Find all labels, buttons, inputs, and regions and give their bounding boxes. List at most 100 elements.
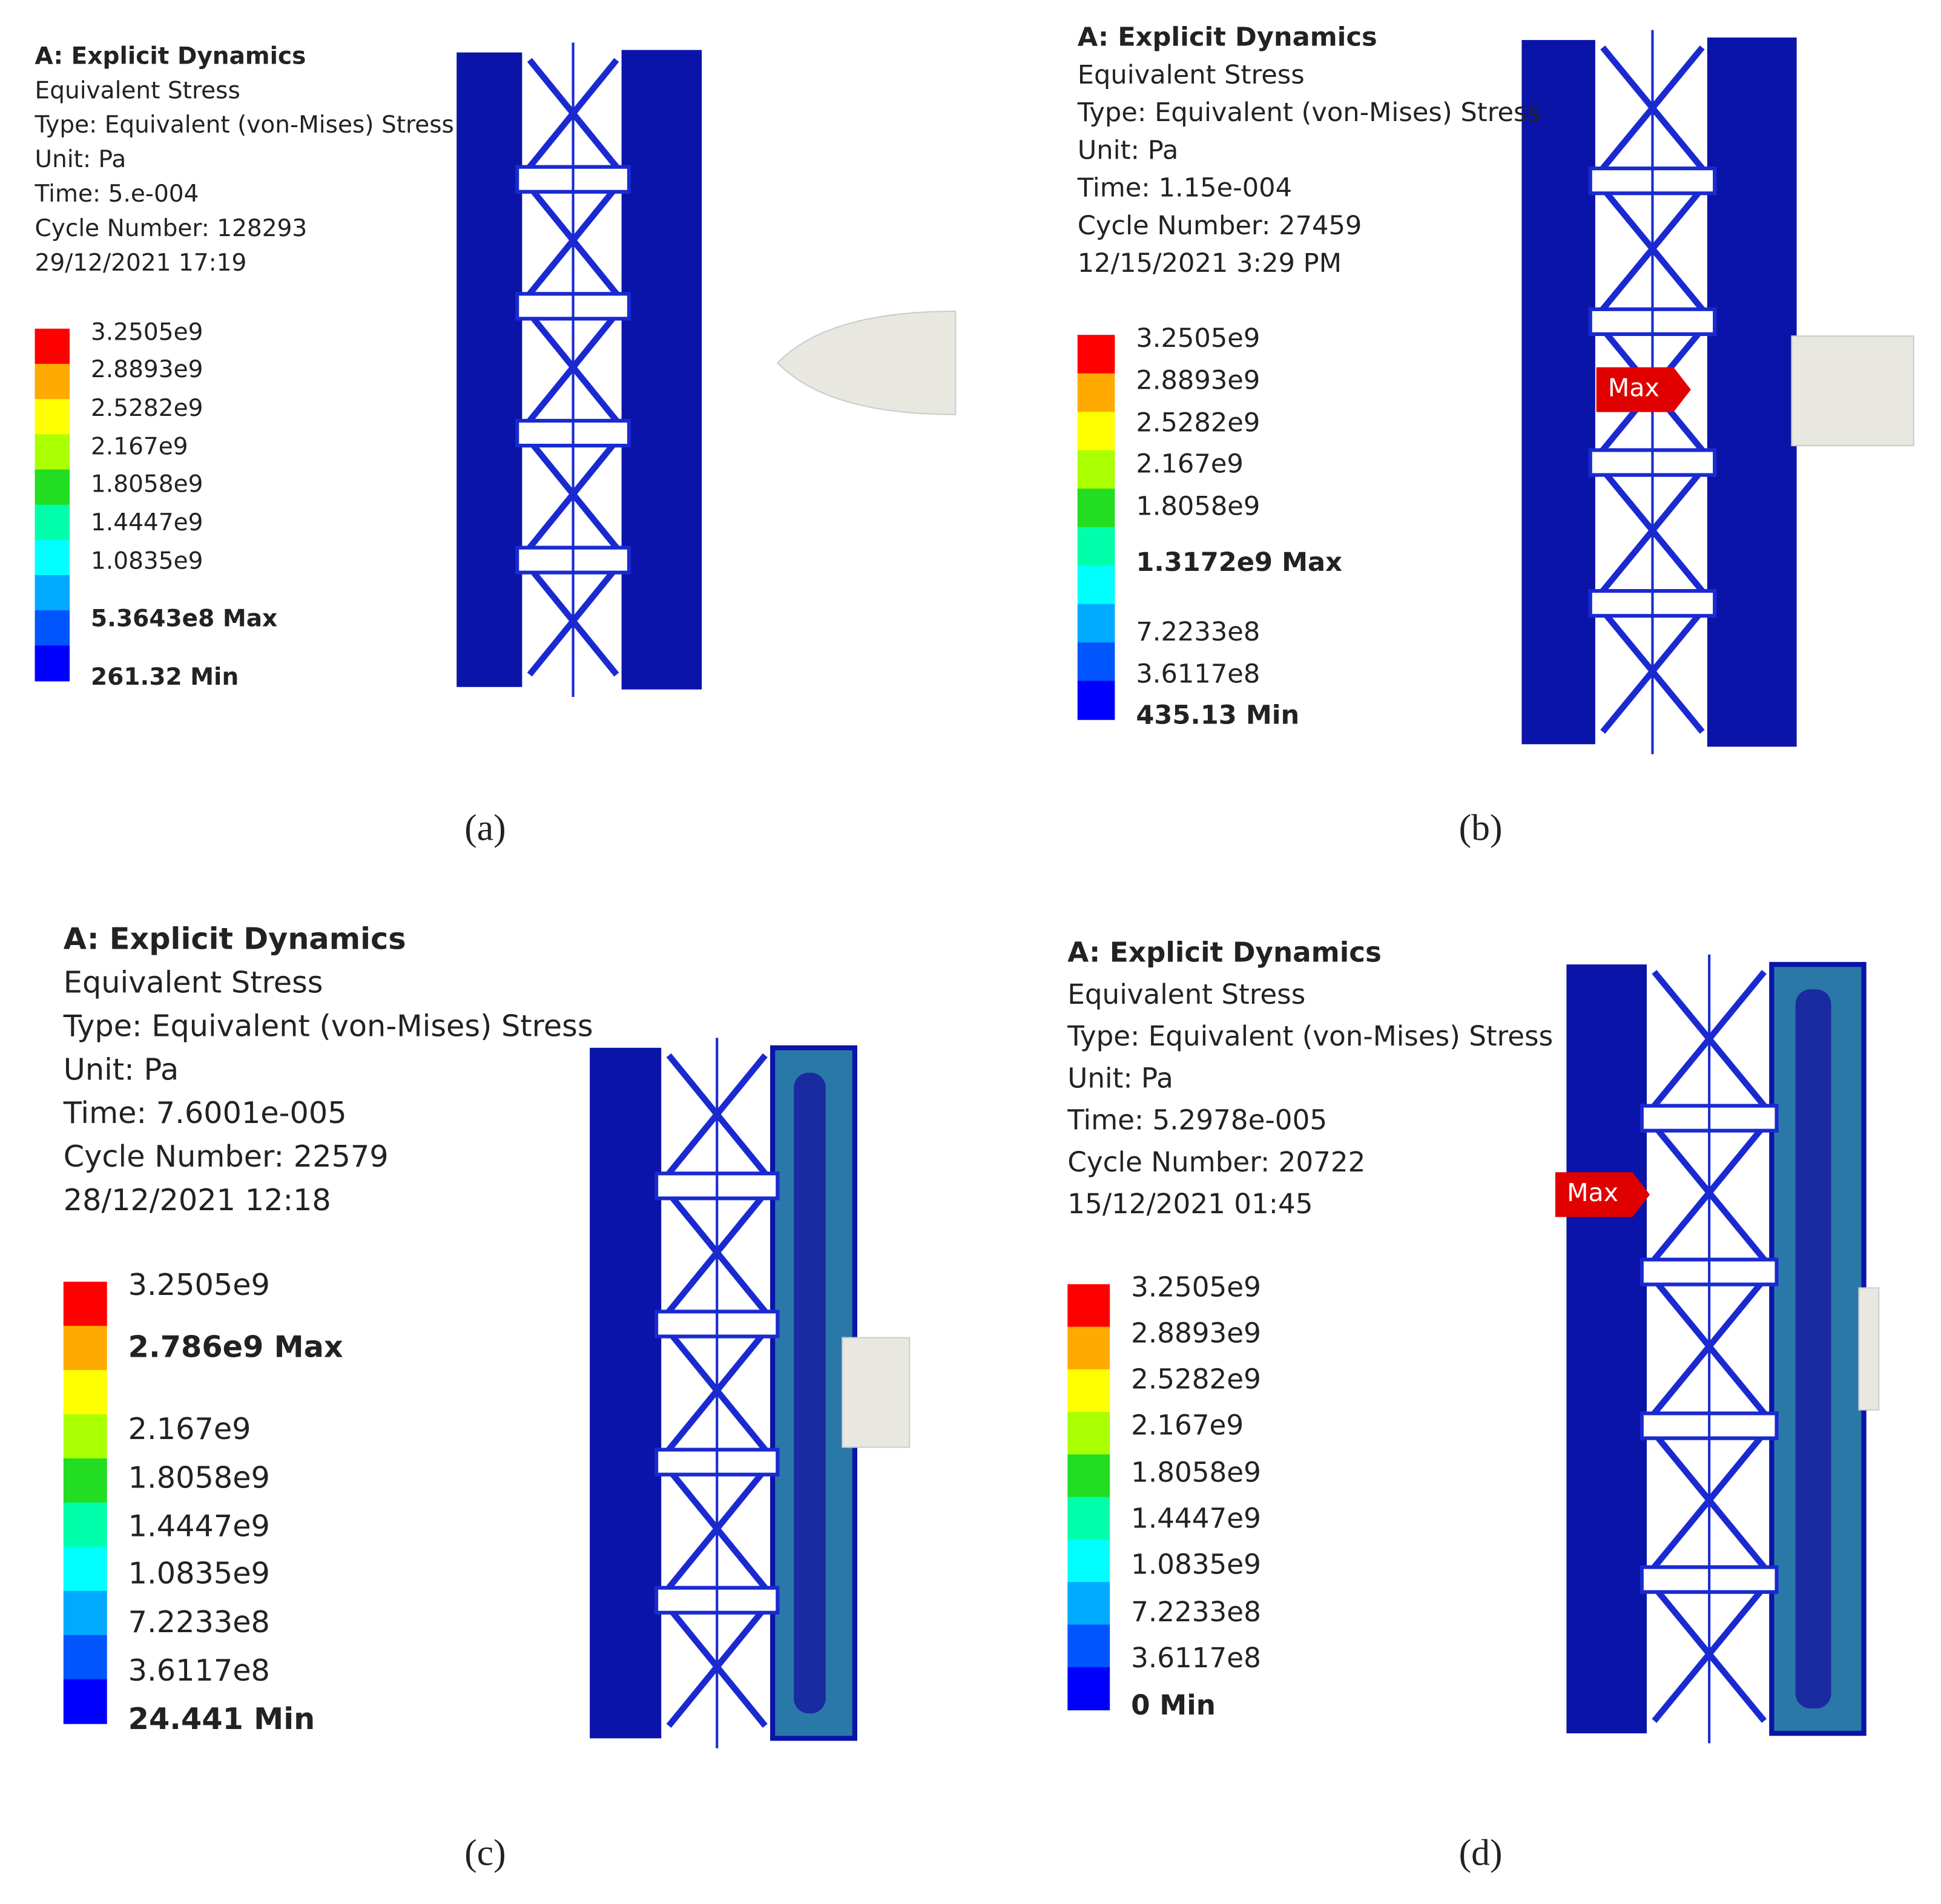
- legend-band: [35, 645, 70, 682]
- legend-label: 2.5282e9: [1136, 408, 1260, 438]
- legend-label: 3.2505e9: [128, 1267, 270, 1302]
- legend-band: [1077, 373, 1115, 413]
- legend-band: [63, 1590, 107, 1636]
- plate: [590, 1047, 662, 1739]
- plate: [456, 52, 522, 687]
- legend-band: [63, 1326, 107, 1371]
- header-line: Unit: Pa: [35, 146, 127, 173]
- legend-band: [1067, 1284, 1110, 1328]
- legend-band: [1077, 680, 1115, 720]
- legend-band: [1067, 1497, 1110, 1540]
- projectile: [777, 311, 957, 415]
- plate-inner: [1795, 989, 1831, 1709]
- caption: (a): [464, 807, 506, 848]
- header-line: Time: 5.e-004: [35, 180, 199, 208]
- legend-band: [35, 328, 70, 365]
- legend-band: [1077, 565, 1115, 605]
- legend-label: 3.2505e9: [1136, 323, 1260, 354]
- legend-label: 3.6117e8: [128, 1653, 270, 1688]
- legend-band: [63, 1458, 107, 1503]
- legend-band: [1067, 1369, 1110, 1413]
- header-line: 12/15/2021 3:29 PM: [1078, 248, 1342, 278]
- legend-label: 1.8058e9: [128, 1460, 270, 1495]
- legend-label: 2.5282e9: [1131, 1363, 1261, 1395]
- legend-band: [63, 1502, 107, 1547]
- legend-label: 2.167e9: [1136, 449, 1244, 479]
- legend-band: [35, 364, 70, 400]
- legend-band: [35, 610, 70, 647]
- legend-band: [35, 399, 70, 435]
- header-line: Equivalent Stress: [64, 964, 323, 1000]
- header-line: Cycle Number: 22579: [64, 1139, 389, 1174]
- legend-label: 1.8058e9: [91, 470, 203, 498]
- legend-label: 2.167e9: [128, 1411, 251, 1446]
- legend-label: 7.2233e8: [1136, 617, 1260, 647]
- legend-band: [1077, 489, 1115, 528]
- header-title: A: Explicit Dynamics: [1067, 937, 1382, 969]
- legend-band: [1067, 1624, 1110, 1668]
- legend-band: [1067, 1454, 1110, 1498]
- max-flag-label: Max: [1608, 374, 1659, 403]
- legend-band: [1067, 1667, 1110, 1711]
- projectile: [842, 1337, 911, 1448]
- projectile: [1791, 335, 1914, 447]
- plate-inner: [794, 1072, 826, 1714]
- plate: [1566, 964, 1647, 1734]
- legend-band: [1077, 527, 1115, 567]
- legend-label: 2.786e9 Max: [128, 1329, 343, 1365]
- legend-band: [1077, 604, 1115, 644]
- legend-band: [63, 1679, 107, 1724]
- header-line: Equivalent Stress: [1067, 978, 1305, 1010]
- header-line: Time: 1.15e-004: [1077, 173, 1292, 203]
- header-line: Type: Equivalent (von-Mises) Stress: [1077, 97, 1541, 128]
- header-line: 15/12/2021 01:45: [1067, 1188, 1313, 1220]
- legend-label: 3.6117e8: [1131, 1642, 1261, 1674]
- header-line: Type: Equivalent (von-Mises) Stress: [63, 1008, 593, 1043]
- legend-label: 1.0835e9: [128, 1556, 270, 1591]
- panel: A: Explicit Dynamics Equivalent Stress Typ…: [63, 921, 911, 1874]
- header-title: A: Explicit Dynamics: [35, 42, 306, 70]
- legend-band: [63, 1414, 107, 1459]
- legend-label: 2.8893e9: [1131, 1317, 1261, 1349]
- legend-label: 2.167e9: [91, 433, 188, 461]
- legend-label: 1.0835e9: [1131, 1549, 1261, 1581]
- caption: (d): [1459, 1833, 1503, 1874]
- legend-label: 1.4447e9: [91, 509, 203, 536]
- header-line: Unit: Pa: [64, 1052, 179, 1087]
- header-line: Time: 7.6001e-005: [63, 1095, 347, 1130]
- plate: [1521, 40, 1595, 745]
- legend-band: [35, 539, 70, 576]
- legend-label: 3.2505e9: [1131, 1271, 1261, 1303]
- header-line: Time: 5.2978e-005: [1067, 1104, 1327, 1136]
- legend-label: 24.441 Min: [128, 1701, 315, 1736]
- legend-label: 1.4447e9: [1131, 1503, 1261, 1535]
- legend-label: 0 Min: [1131, 1689, 1216, 1721]
- legend-label: 435.13 Min: [1136, 700, 1299, 731]
- legend-band: [1067, 1412, 1110, 1455]
- legend-band: [63, 1546, 107, 1592]
- legend-label: 1.3172e9 Max: [1136, 547, 1342, 578]
- max-flag-label: Max: [1567, 1178, 1618, 1207]
- legend-band: [35, 504, 70, 541]
- plate: [621, 50, 702, 690]
- legend-band: [1067, 1539, 1110, 1583]
- plate: [1707, 37, 1797, 747]
- legend-band: [1077, 412, 1115, 451]
- projectile: [1858, 1287, 1880, 1411]
- header-line: Cycle Number: 20722: [1067, 1146, 1365, 1178]
- legend-label: 5.3643e8 Max: [91, 605, 277, 632]
- header-line: Equivalent Stress: [1078, 60, 1305, 90]
- header-line: Equivalent Stress: [35, 77, 240, 104]
- legend-label: 1.0835e9: [91, 548, 203, 575]
- max-flag: [1596, 367, 1691, 412]
- header-title: A: Explicit Dynamics: [1078, 22, 1377, 53]
- header-line: Unit: Pa: [1067, 1062, 1173, 1094]
- legend-band: [1067, 1582, 1110, 1626]
- header-line: Type: Equivalent (von-Mises) Stress: [1067, 1020, 1553, 1052]
- caption: (c): [464, 1833, 506, 1874]
- header-title: A: Explicit Dynamics: [64, 921, 406, 957]
- header-line: Cycle Number: 27459: [1078, 211, 1362, 241]
- legend-band: [35, 434, 70, 470]
- legend-band: [1077, 642, 1115, 682]
